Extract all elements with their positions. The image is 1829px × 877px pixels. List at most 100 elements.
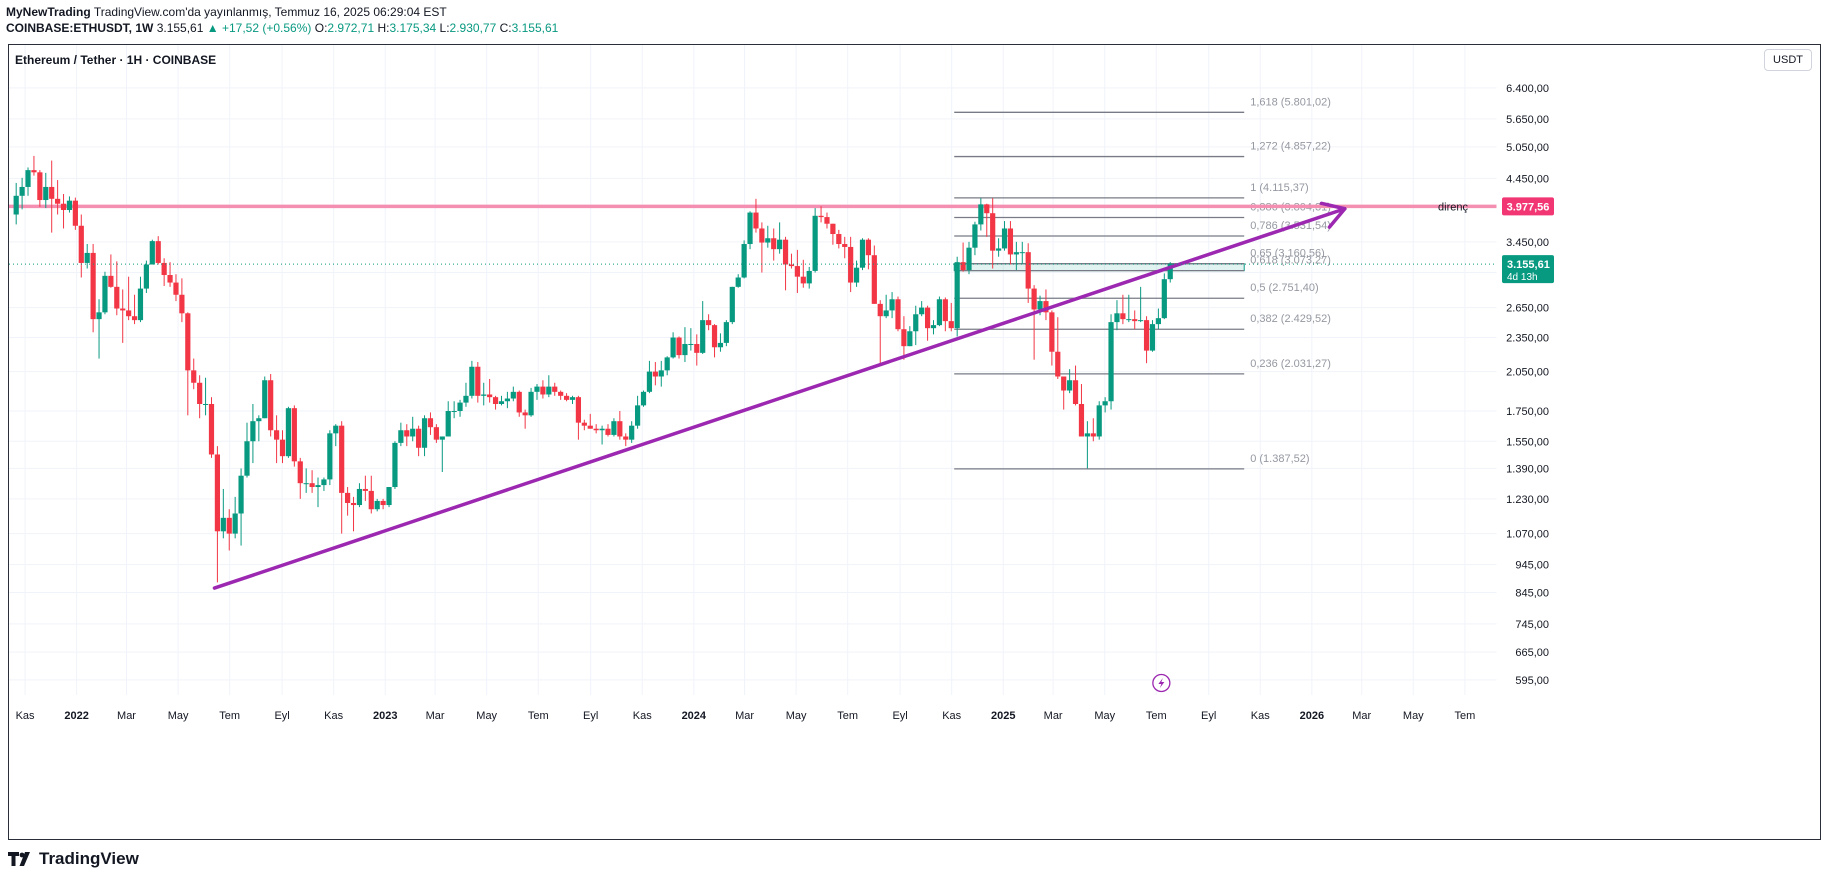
candle-body <box>800 276 806 284</box>
candle <box>416 425 422 457</box>
tradingview-footer[interactable]: TradingView <box>8 849 139 869</box>
candle <box>66 196 73 213</box>
time-tick-label: Mar <box>117 710 136 722</box>
candle <box>31 155 37 176</box>
candle <box>43 172 49 209</box>
candle-body <box>753 212 759 229</box>
candle-body <box>238 475 244 514</box>
candle-body <box>1161 279 1167 319</box>
candle-body <box>984 204 990 214</box>
trendline[interactable] <box>212 201 1347 590</box>
time-tick-label: Kas <box>16 710 35 722</box>
candle <box>978 198 984 231</box>
candle <box>315 477 321 508</box>
candle <box>179 278 185 323</box>
candle <box>877 300 883 365</box>
candle-body <box>303 483 309 485</box>
fibonacci-retracement[interactable]: 0 (1.387,52) 0,236 (2.031,27) 0,382 (2.429… <box>953 96 1331 470</box>
time-tick-label: Tem <box>1454 710 1475 722</box>
candle <box>889 292 895 319</box>
candle <box>972 221 978 256</box>
candle <box>605 424 611 437</box>
candle-body <box>1072 380 1079 404</box>
candle-body <box>309 483 315 488</box>
candle <box>936 296 943 327</box>
close-label: C: <box>499 21 512 35</box>
candle-body <box>433 427 439 440</box>
candle-body <box>972 224 978 248</box>
candle <box>540 380 546 399</box>
close-value: 3.155,61 <box>511 21 559 35</box>
price-axis[interactable]: 595,00 665,00 745,00 845,00 945,00 1.070,00 1.… <box>1496 45 1554 839</box>
candle-body <box>960 262 966 271</box>
candle <box>398 422 404 447</box>
candle <box>652 362 658 386</box>
fib-level-label: 0 (1.387,52) <box>1250 453 1309 465</box>
candle <box>244 422 250 478</box>
candle-body <box>492 397 499 404</box>
candle <box>611 418 617 437</box>
candle-body <box>1090 433 1096 437</box>
candle-body <box>747 212 753 245</box>
candle <box>753 198 759 233</box>
candle-body <box>558 391 564 396</box>
candle-body <box>202 403 209 405</box>
candle-body <box>676 337 682 356</box>
price-tick-label: 1.750,00 <box>1506 406 1549 418</box>
markers <box>1152 673 1171 693</box>
time-axis[interactable]: Kas 2022 Mar May Tem Eyl Kas 2023 Mar May Tem Eyl Ka… <box>9 696 1820 722</box>
candle <box>463 382 469 407</box>
time-tick-label: Tem <box>528 710 549 722</box>
candle <box>735 274 741 288</box>
currency-button[interactable]: USDT <box>1764 49 1812 71</box>
candle <box>102 271 108 315</box>
candle-body <box>137 288 144 321</box>
candle <box>55 180 61 215</box>
publisher-name[interactable]: MyNewTrading <box>6 5 91 19</box>
candle-body <box>273 430 280 440</box>
candle <box>155 236 161 265</box>
candle-body <box>380 500 386 506</box>
support-trendline[interactable] <box>212 206 1347 590</box>
candle <box>1043 289 1049 321</box>
chart-frame[interactable]: 0 (1.387,52) 0,236 (2.031,27) 0,382 (2.429… <box>8 44 1821 840</box>
time-tick-label: 2022 <box>64 710 88 722</box>
time-tick-label: Mar <box>1352 710 1371 722</box>
candle-body <box>996 248 1002 251</box>
candle <box>711 324 718 358</box>
candle-body <box>1096 405 1102 437</box>
candle <box>1072 365 1079 406</box>
candle-body <box>244 441 250 476</box>
candle-body <box>930 325 937 329</box>
candle-body <box>504 398 510 402</box>
candle <box>350 496 357 532</box>
low-label: L: <box>439 21 450 35</box>
candle <box>700 301 706 354</box>
time-tick-label: Mar <box>735 710 754 722</box>
candle-body <box>19 186 25 196</box>
candle <box>913 305 919 346</box>
fib-level-label: 1,618 (5.801,02) <box>1250 96 1331 108</box>
time-tick-label: Tem <box>1146 710 1167 722</box>
candle <box>552 382 558 396</box>
fib-golden-zone <box>953 263 1245 272</box>
price-chart[interactable]: 0 (1.387,52) 0,236 (2.031,27) 0,382 (2.429… <box>9 45 1820 839</box>
candle <box>238 468 244 546</box>
candle <box>1143 316 1150 364</box>
candle <box>990 198 996 269</box>
candle <box>1114 300 1120 331</box>
candle-body <box>534 386 540 392</box>
candle <box>794 249 800 293</box>
price-tick-label: 665,00 <box>1515 647 1549 659</box>
current-price-tag[interactable] <box>1502 255 1554 284</box>
resistance-line[interactable]: direnç <box>9 201 1497 213</box>
candle-body <box>907 331 913 347</box>
candle <box>191 358 197 390</box>
publish-info-row: MyNewTrading TradingView.com'da yayınlan… <box>6 4 558 20</box>
candle <box>374 498 380 512</box>
resistance-price-tag[interactable] <box>1502 197 1554 216</box>
candle-body <box>84 252 90 263</box>
candle <box>421 415 428 457</box>
candle <box>788 253 795 269</box>
candle-body <box>487 394 493 398</box>
